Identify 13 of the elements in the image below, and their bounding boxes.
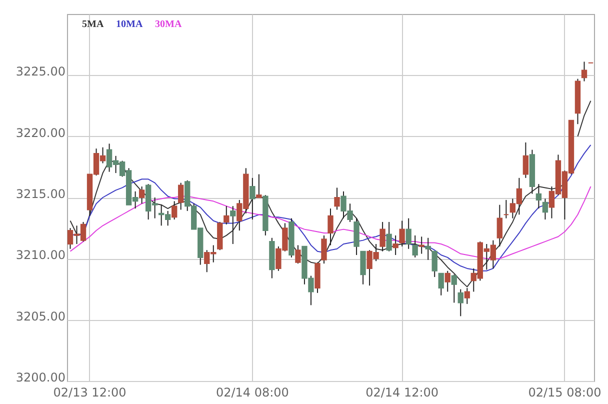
y-tick-label: 3205.00 — [16, 309, 66, 324]
x-tick-label: 02/14 12:00 — [366, 386, 439, 400]
y-tick-label: 3225.00 — [16, 64, 66, 79]
x-tick-label: 02/14 08:00 — [216, 386, 289, 400]
text: 10MA — [116, 19, 144, 30]
y-tick-label: 3220.00 — [16, 126, 66, 140]
y-tick-label: 3200.00 — [16, 370, 66, 384]
text: 5MA — [82, 19, 104, 30]
text: 30MA — [155, 19, 182, 30]
x-tick-label: 02/15 08:00 — [528, 386, 602, 400]
y-tick-label: 3210.00 — [16, 248, 66, 262]
x-tick-label: 02/13 12:00 — [53, 386, 126, 400]
y-tick-label: 3215.00 — [16, 187, 66, 201]
